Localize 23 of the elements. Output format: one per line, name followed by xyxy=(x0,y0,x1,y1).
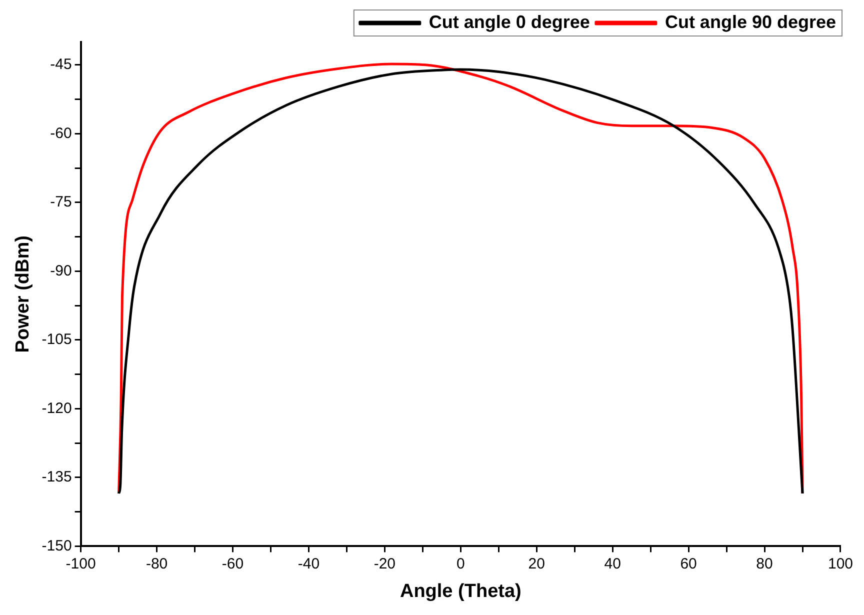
y-tick-label: -120 xyxy=(42,400,72,417)
y-axis-title: Power (dBm) xyxy=(12,236,34,353)
x-tick-label: 20 xyxy=(528,555,545,572)
x-tick-label: -100 xyxy=(66,555,96,572)
y-tick-label: -135 xyxy=(42,468,72,486)
x-tick-label: 60 xyxy=(680,555,697,572)
y-tick-label: -45 xyxy=(50,56,72,74)
x-axis-title: Angle (Theta) xyxy=(400,580,522,602)
y-tick-label: -90 xyxy=(50,262,72,280)
x-tick-label: -20 xyxy=(374,555,396,572)
x-tick-label: -80 xyxy=(146,555,168,572)
y-tick-label: -105 xyxy=(42,331,72,348)
legend-label: Cut angle 90 degree xyxy=(664,12,836,32)
y-tick-label: -60 xyxy=(50,124,72,142)
x-tick-label: 40 xyxy=(604,555,621,572)
legend-label: Cut angle 0 degree xyxy=(428,12,590,32)
x-tick-label: 100 xyxy=(828,555,853,572)
y-tick-label: -150 xyxy=(42,537,72,554)
x-tick-label: 80 xyxy=(756,555,773,572)
x-tick-label: 0 xyxy=(456,555,465,572)
y-tick-label: -75 xyxy=(50,194,72,211)
x-tick-label: -60 xyxy=(222,555,244,572)
x-tick-label: -40 xyxy=(298,555,320,572)
